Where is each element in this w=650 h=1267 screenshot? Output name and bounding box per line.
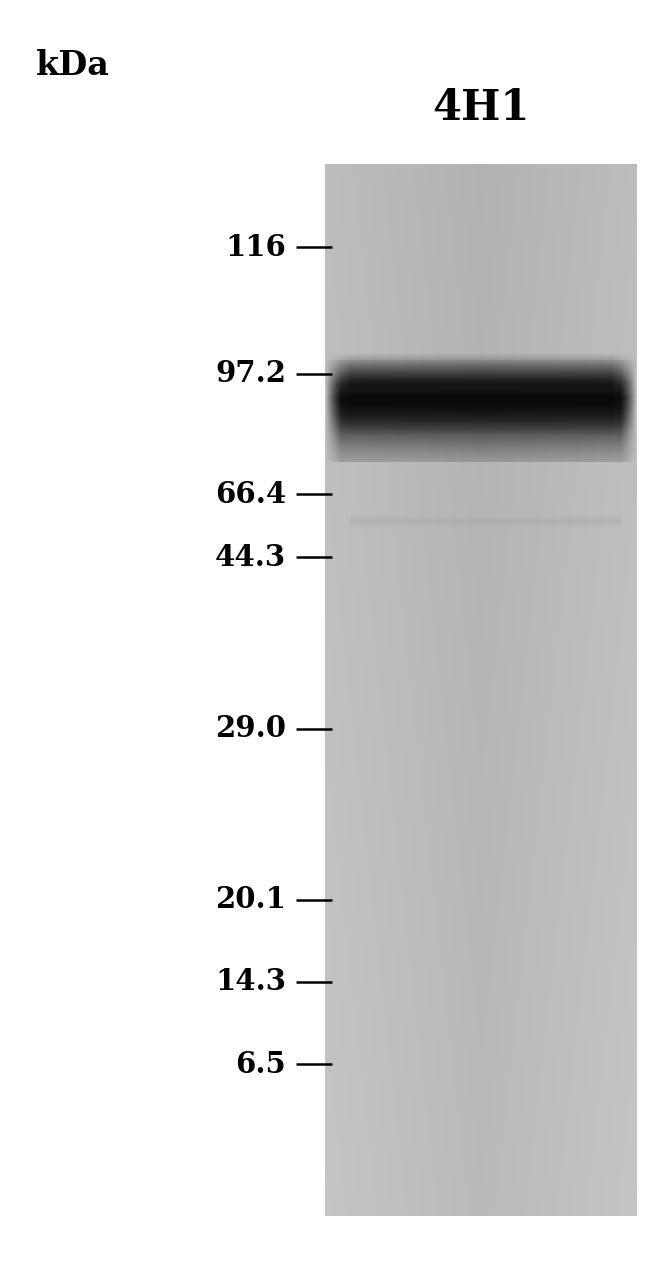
Text: 14.3: 14.3 bbox=[215, 968, 286, 996]
Text: 20.1: 20.1 bbox=[215, 886, 286, 914]
Text: 66.4: 66.4 bbox=[214, 480, 286, 508]
Text: 29.0: 29.0 bbox=[215, 715, 286, 742]
Text: 4H1: 4H1 bbox=[432, 86, 530, 129]
Text: 97.2: 97.2 bbox=[215, 360, 286, 388]
Text: 44.3: 44.3 bbox=[215, 544, 286, 571]
Text: kDa: kDa bbox=[36, 49, 110, 82]
Text: 116: 116 bbox=[225, 233, 286, 261]
Text: 6.5: 6.5 bbox=[235, 1050, 286, 1078]
